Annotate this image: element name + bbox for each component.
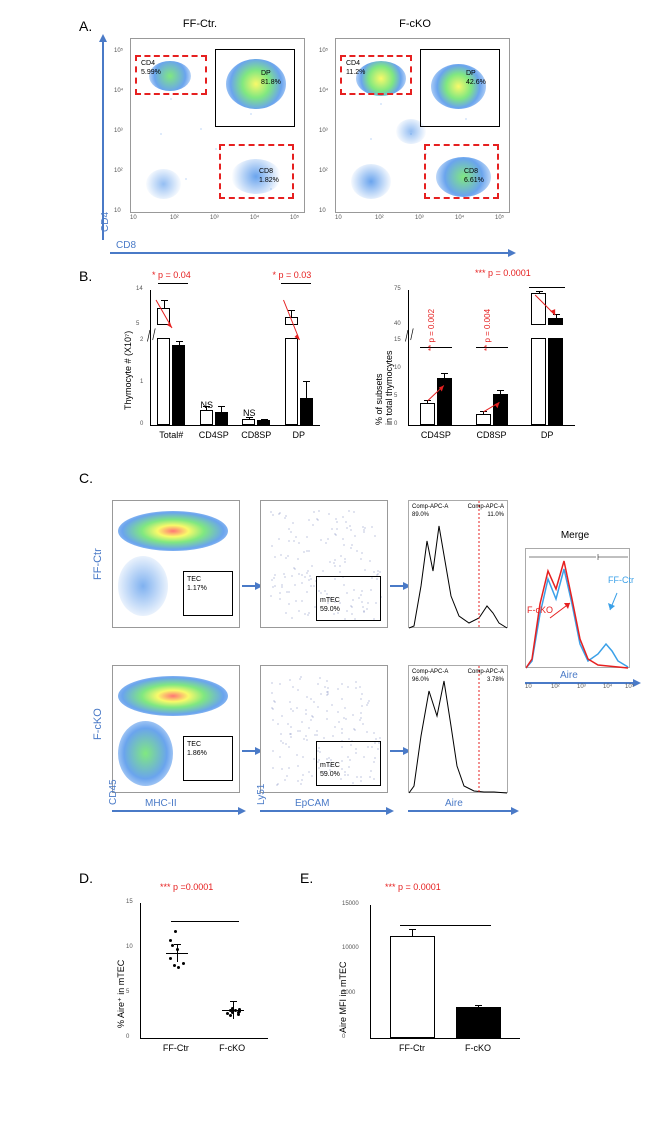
gate-cd4-ffctr-name: CD4	[141, 59, 155, 68]
gate-dp-ffctr-name: DP	[261, 69, 271, 78]
panel-e-pval: *** p = 0.0001	[385, 882, 441, 892]
gate-cd8-fcko-name: CD8	[464, 167, 478, 176]
histo-fcko-right-pct: 3.78%	[487, 676, 504, 685]
gate-cd4-ffctr-pct: 5.99%	[141, 68, 161, 77]
gate-mtec-ffctr-name: mTEC	[320, 596, 340, 605]
bar-chart-thymocyte-count: ╱╱Thymocyte # (X10⁷)012514Total#CD4SPCD8…	[115, 280, 325, 450]
gate-tec-fcko-pct: 1.86%	[187, 749, 207, 758]
panel-a-x-label: CD8	[116, 240, 136, 251]
panel-a-label: A.	[79, 18, 92, 34]
histo-ffctr-left-pct: 89.0%	[412, 511, 429, 520]
c-col2-y: Ly51	[256, 784, 267, 805]
scatter-aire-pct: % Aire⁺ in mTEC051015FF-CtrF-cKO	[108, 895, 278, 1060]
row-label-fcko: F-cKO	[92, 708, 104, 740]
bar-aire-mfi: Aire MFI in mTEC050001000015000FF-CtrF-c…	[330, 895, 530, 1060]
gate-mtec-fcko-pct: 59.0%	[320, 770, 340, 779]
pval-dp-pct: *** p = 0.0001	[475, 268, 531, 278]
gating-arrow-3	[390, 585, 405, 587]
flow-cd45-mhc-fcko: TEC 1.86%	[112, 665, 240, 793]
gate-cd4-fcko-name: CD4	[346, 59, 360, 68]
panel-a-x-arrow	[110, 252, 510, 254]
gate-cd8-ffctr-name: CD8	[259, 167, 273, 176]
panel-c-label: C.	[79, 470, 93, 486]
histo-fcko-left-pct: 96.0%	[412, 676, 429, 685]
gate-cd4-fcko-pct: 11.2%	[346, 68, 365, 77]
c-col1-y: CD45	[108, 779, 119, 805]
panel-a-left-title: FF-Ctr.	[150, 18, 250, 30]
c-col3-x-arrow	[408, 810, 513, 812]
gate-cd8-fcko-pct: 6.61%	[464, 176, 484, 185]
c-col2-x: EpCAM	[295, 798, 329, 809]
flow-ly51-epcam-ffctr: mTEC 59.0%	[260, 500, 388, 628]
flow-cd45-mhc-ffctr: TEC 1.17%	[112, 500, 240, 628]
gate-dp-fcko-pct: 42.6%	[466, 78, 486, 87]
panel-a-y-label: CD4	[100, 212, 111, 232]
row-label-ffctr: FF-Ctr	[92, 548, 104, 580]
c-col2-x-arrow	[260, 810, 388, 812]
gate-tec-ffctr-pct: 1.17%	[187, 584, 207, 593]
c-col1-x: MHC-II	[145, 798, 177, 809]
gating-arrow-4	[390, 750, 405, 752]
histo-aire-fcko: Comp-APC-A 96.0% Comp-APC-A 3.78%	[408, 665, 508, 793]
panel-d-label: D.	[79, 870, 93, 886]
gate-dp-ffctr	[215, 49, 295, 127]
gate-cd8-fcko	[424, 144, 499, 199]
gate-cd8-ffctr-pct: 1.82%	[259, 176, 279, 185]
gate-mtec-fcko-name: mTEC	[320, 761, 340, 770]
bar-chart-subset-pct: ╱╱% of subsets in total thymocytes051015…	[370, 280, 580, 450]
gating-arrow-1	[242, 585, 257, 587]
panel-a-right-title: F-cKO	[365, 18, 465, 30]
flow-ly51-epcam-fcko: mTEC 59.0%	[260, 665, 388, 793]
panel-a-y-arrow	[102, 40, 104, 240]
gate-dp-fcko-name: DP	[466, 69, 476, 78]
gate-mtec-ffctr-pct: 59.0%	[320, 605, 340, 614]
c-col3-x: Aire	[445, 798, 463, 809]
panel-d-pval: *** p =0.0001	[160, 882, 213, 892]
panel-e-label: E.	[300, 870, 313, 886]
gate-dp-ffctr-pct: 81.8%	[261, 78, 281, 87]
c-col1-x-arrow	[112, 810, 240, 812]
flow-plot-ffctr: CD4 5.99% DP 81.8% CD8 1.82%	[130, 38, 305, 213]
merge-x-label: Aire	[560, 670, 578, 681]
flow-plot-fcko: CD4 11.2% DP 42.6% CD8 6.61%	[335, 38, 510, 213]
gate-tec-fcko-name: TEC	[187, 740, 201, 749]
gate-cd8-ffctr	[219, 144, 294, 199]
gate-dp-fcko	[420, 49, 500, 127]
panel-b-label: B.	[79, 268, 92, 284]
histo-ffctr-right-pct: 11.0%	[487, 511, 504, 520]
gating-arrow-2	[242, 750, 257, 752]
gate-tec-ffctr-name: TEC	[187, 575, 201, 584]
merge-title: Merge	[535, 530, 615, 541]
histo-aire-ffctr: Comp-APC-A 89.0% Comp-APC-A 11.0%	[408, 500, 508, 628]
